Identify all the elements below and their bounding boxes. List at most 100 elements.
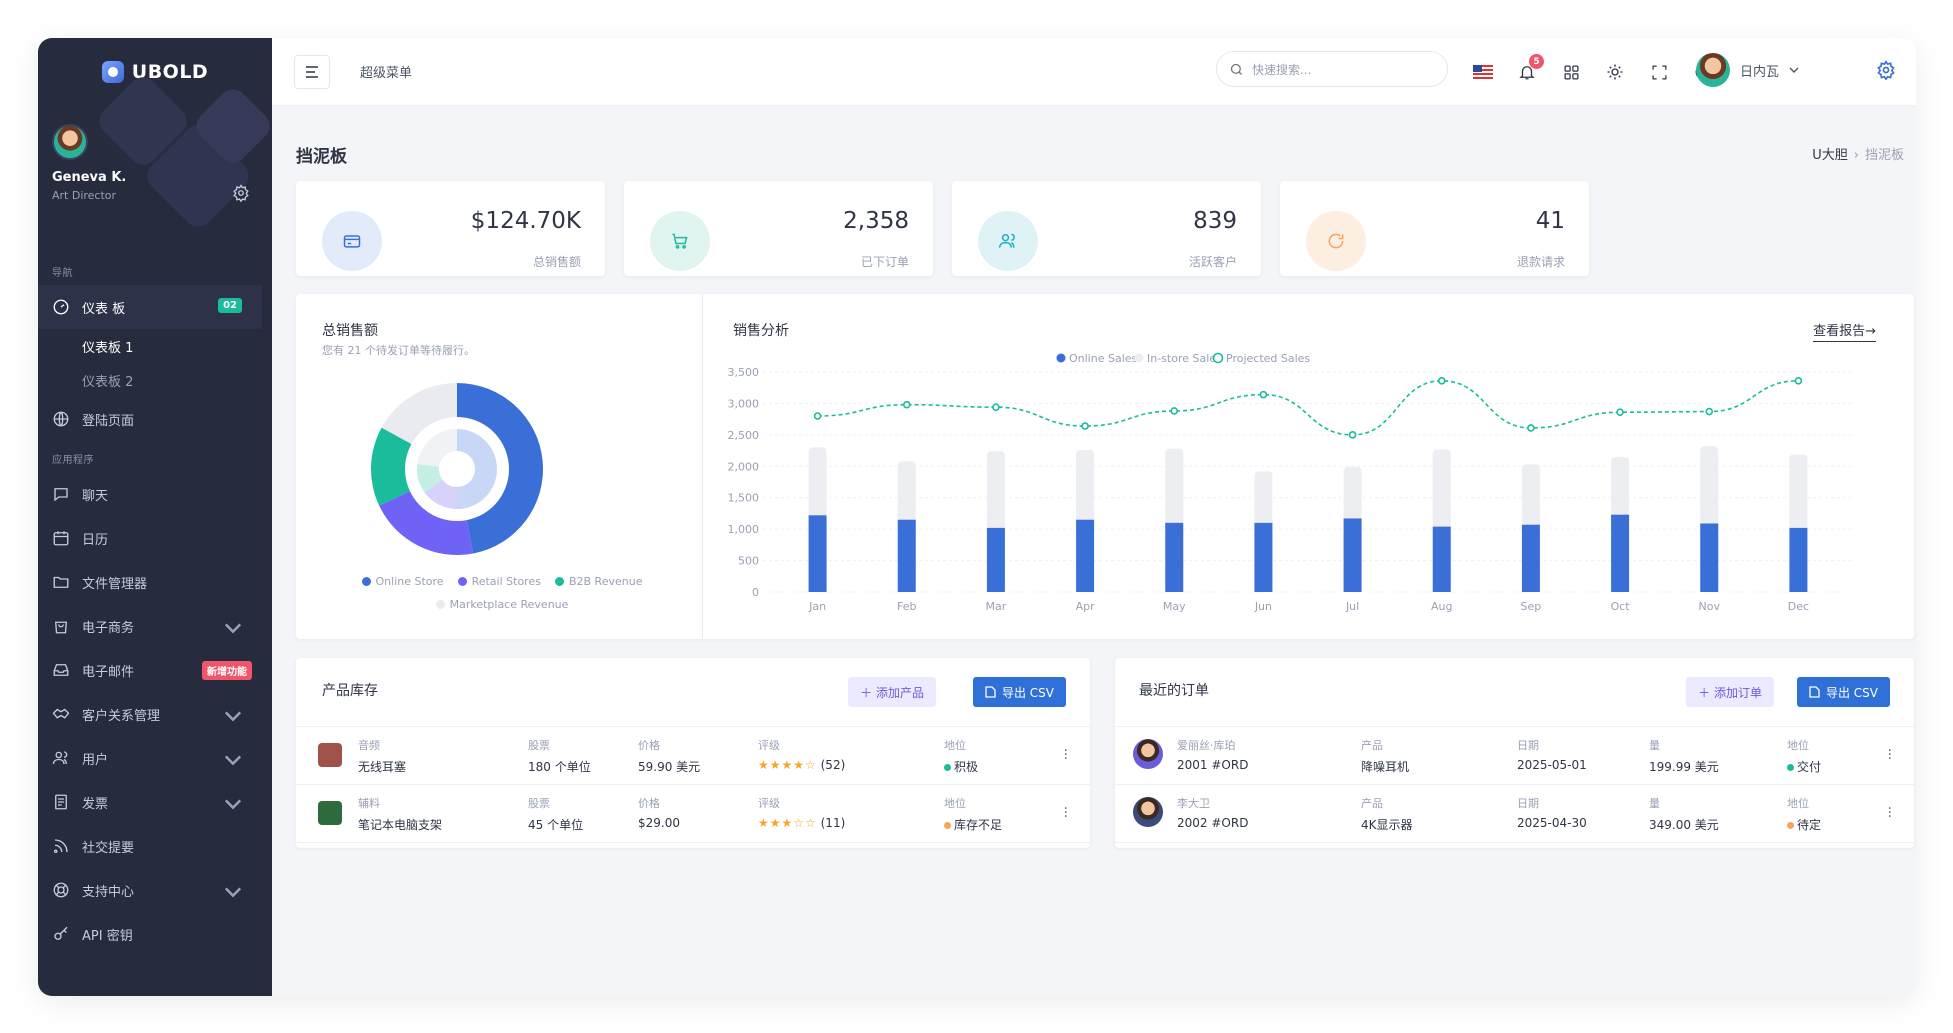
sidebar-item-rss[interactable]: 社交提要: [38, 824, 272, 868]
brand-name: UBOLD: [131, 61, 209, 83]
sidebar-item-folder[interactable]: 文件管理器: [38, 560, 272, 604]
mega-menu-link[interactable]: 超级菜单: [360, 66, 413, 81]
order-id: 2001 #ORD: [1177, 758, 1249, 772]
projected-sales-point[interactable]: [1794, 377, 1803, 385]
gear-icon[interactable]: [232, 184, 250, 206]
status-text: 交付: [1797, 760, 1822, 774]
donut-outer-slice-retail-stores[interactable]: [379, 491, 474, 555]
table-row[interactable]: 爱丽丝·库珀 2001 #ORD 产品 降噪耳机 日期 2025-05-01 量 199…: [1115, 726, 1914, 784]
apps-grid-icon[interactable]: [1560, 61, 1582, 83]
bar-online-sales[interactable]: [1700, 523, 1719, 592]
table-row[interactable]: 音频 无线耳塞 股票 180 个单位 价格 59.90 美元 评级 ★★★★☆ (52)…: [296, 726, 1090, 784]
bar-online-sales[interactable]: [1076, 519, 1095, 592]
legend-item[interactable]: Online Store: [361, 575, 444, 588]
legend-item[interactable]: Retail Stores: [457, 575, 541, 588]
legend-label: Retail Stores: [471, 575, 541, 588]
view-report-link[interactable]: 查看报告→: [1813, 320, 1876, 342]
fullscreen-icon[interactable]: [1648, 61, 1670, 83]
handshake-icon: [52, 708, 70, 719]
sidebar-item-label: 仪表 板: [82, 301, 126, 317]
legend-item[interactable]: Marketplace Revenue: [435, 598, 568, 611]
sidebar-subitem-dashboard-1[interactable]: 仪表板 1: [82, 340, 134, 356]
settings-gear-icon[interactable]: [1876, 60, 1896, 84]
sidebar-item-label: 用户: [82, 752, 109, 768]
more-options-icon[interactable]: · · ·: [1887, 743, 1892, 767]
file-icon: [1809, 686, 1820, 698]
bar-online-sales[interactable]: [1789, 527, 1808, 592]
projected-sales-point[interactable]: [1170, 407, 1179, 415]
sidebar-item-inbox[interactable]: 电子邮件 新增功能: [38, 648, 272, 692]
bar-online-sales[interactable]: [897, 519, 916, 592]
projected-sales-point[interactable]: [1081, 422, 1089, 430]
donut-inner-slice-3[interactable]: [417, 429, 457, 467]
table-row[interactable]: 李大卫 2002 #ORD 产品 4K显示器 日期 2025-04-30 量 349.0…: [1115, 784, 1914, 842]
donut-inner-slice-2[interactable]: [417, 463, 443, 493]
projected-sales-point[interactable]: [813, 412, 822, 420]
card-title: 总销售额: [322, 323, 378, 339]
sidebar-item-label: 文件管理器: [82, 576, 148, 592]
bar-online-sales[interactable]: [1254, 522, 1273, 592]
sidebar-item-chat[interactable]: 聊天: [38, 472, 272, 516]
bar-online-sales[interactable]: [1165, 522, 1184, 592]
more-options-icon[interactable]: · · ·: [1063, 743, 1068, 767]
donut-outer-slice-marketplace-revenue[interactable]: [381, 383, 457, 444]
brand-logo[interactable]: UBOLD: [38, 38, 272, 106]
sidebar-item-invoice[interactable]: 发票: [38, 780, 272, 824]
export-csv-button[interactable]: 导出 CSV: [1796, 677, 1890, 707]
projected-sales-point[interactable]: [1348, 431, 1357, 439]
bar-online-sales[interactable]: [1521, 524, 1540, 592]
sidebar-item-users[interactable]: 用户: [38, 736, 272, 780]
status-dot: [944, 822, 951, 829]
hamburger-icon: [306, 65, 318, 78]
profile-name: Geneva K.: [52, 170, 127, 185]
add-order-button[interactable]: ＋ 添加订单: [1686, 677, 1774, 707]
us-flag-icon[interactable]: [1472, 61, 1494, 83]
more-options-icon[interactable]: · · ·: [1063, 801, 1068, 825]
sidebar-item-key[interactable]: API 密钥: [38, 912, 272, 956]
bar-online-sales[interactable]: [1611, 514, 1630, 592]
user-menu[interactable]: 日内瓦: [1696, 53, 1799, 87]
legend-marker: [1212, 352, 1224, 364]
sidebar-item-shopping-bag[interactable]: 电子商务: [38, 604, 272, 648]
donut-outer-slice-online-store[interactable]: [457, 383, 543, 554]
projected-sales-point[interactable]: [1259, 390, 1268, 399]
sidebar-item-lifebuoy[interactable]: 支持中心: [38, 868, 272, 912]
sun-icon[interactable]: [1604, 61, 1626, 83]
projected-sales-point[interactable]: [1616, 408, 1624, 417]
legend-item[interactable]: B2B Revenue: [554, 575, 642, 588]
donut-inner-slice-0[interactable]: [457, 429, 497, 509]
more-options-icon[interactable]: · · ·: [1887, 801, 1892, 825]
app-window: UBOLD Geneva K. Art Director 导航 仪表 板 02 …: [38, 38, 1916, 996]
legend-dot: [361, 577, 371, 586]
menu-toggle-button[interactable]: [294, 54, 330, 89]
x-tick-label: Feb: [897, 600, 916, 613]
bar-online-sales[interactable]: [986, 527, 1005, 592]
projected-sales-point[interactable]: [902, 400, 911, 409]
projected-sales-point[interactable]: [1527, 424, 1535, 432]
y-tick-label: 3,000: [728, 397, 760, 410]
projected-sales-point[interactable]: [1437, 377, 1446, 385]
status-text: 待定: [1797, 818, 1822, 832]
sidebar-item-handshake[interactable]: 客户关系管理: [38, 692, 272, 736]
sidebar-item-calendar[interactable]: 日历: [38, 516, 272, 560]
export-csv-button[interactable]: 导出 CSV: [972, 677, 1066, 707]
sidebar-item-login[interactable]: 登陆页面: [38, 397, 272, 441]
donut-inner-slice-1[interactable]: [424, 479, 457, 509]
table-row[interactable]: 产品无人机相机 股票0 个单位 价格199.99 美元 评级★★★★☆ (8) …: [296, 842, 1090, 848]
donut-outer-slice-b2b-revenue[interactable]: [371, 427, 412, 506]
sidebar-item-dashboard[interactable]: 仪表 板 02: [38, 285, 262, 329]
add-product-button[interactable]: ＋ 添加产品: [848, 677, 936, 707]
bell-icon[interactable]: 5: [1516, 54, 1544, 83]
inbox-icon: [53, 664, 69, 676]
breadcrumb-root[interactable]: U大胆: [1812, 148, 1848, 163]
bar-online-sales[interactable]: [1432, 526, 1451, 592]
projected-sales-point[interactable]: [992, 403, 1000, 411]
avatar[interactable]: [52, 124, 88, 160]
search-input[interactable]: 快速搜索...: [1216, 51, 1448, 87]
sidebar-subitem-dashboard-2[interactable]: 仪表板 2: [82, 374, 134, 390]
table-row[interactable]: 辅料 笔记本电脑支架 股票 45 个单位 价格 $29.00 评级 ★★★☆☆ (11)…: [296, 784, 1090, 842]
bar-online-sales[interactable]: [808, 515, 827, 592]
projected-sales-point[interactable]: [1705, 407, 1714, 416]
bar-online-sales[interactable]: [1343, 518, 1362, 592]
